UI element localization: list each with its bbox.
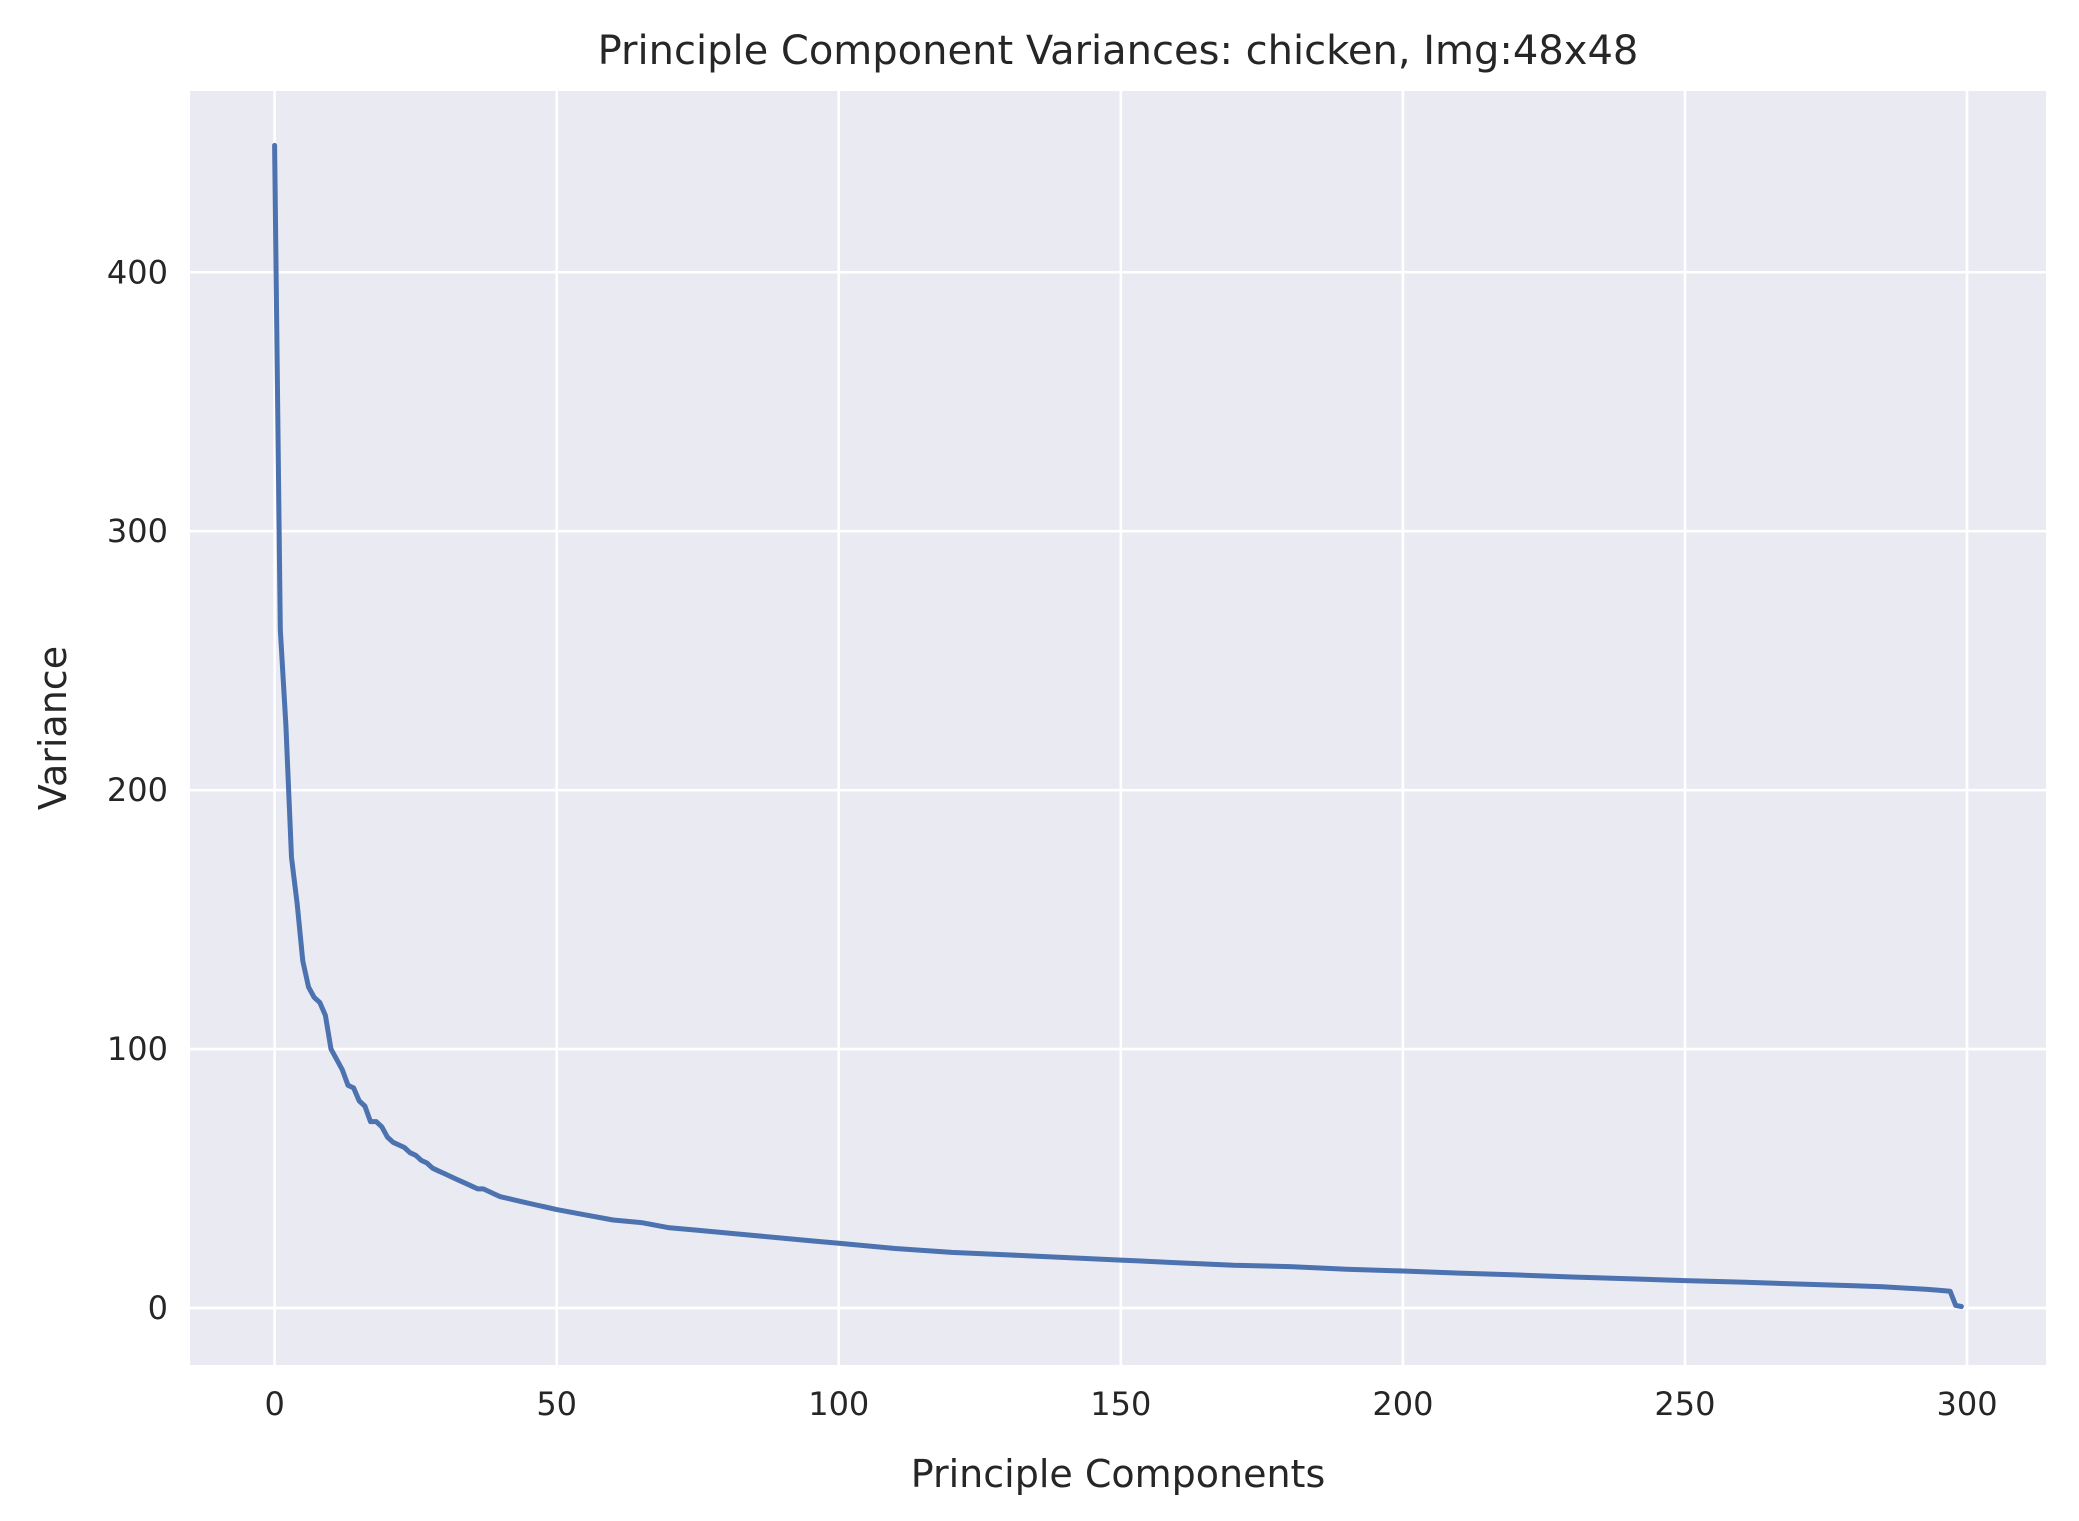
plot-area (190, 91, 2046, 1365)
x-tick-label: 50 (536, 1385, 577, 1423)
y-tick-label: 400 (107, 253, 168, 291)
x-tick-label: 300 (1936, 1385, 1997, 1423)
chart-title: Principle Component Variances: chicken, … (598, 28, 1639, 74)
x-tick-label: 100 (808, 1385, 869, 1423)
y-axis-label: Variance (31, 646, 75, 810)
y-tick-label: 200 (107, 771, 168, 809)
x-tick-label: 200 (1372, 1385, 1433, 1423)
x-tick-label: 250 (1654, 1385, 1715, 1423)
x-tick-label: 150 (1090, 1385, 1151, 1423)
x-axis-label: Principle Components (911, 1452, 1326, 1496)
x-ticks: 0 50 100 150 200 250 300 (264, 1385, 1997, 1423)
variance-line (272, 142, 1964, 1309)
x-tick-label: 0 (264, 1385, 284, 1423)
y-ticks: 0 100 200 300 400 (107, 253, 168, 1327)
y-tick-label: 100 (107, 1030, 168, 1068)
y-tick-label: 300 (107, 512, 168, 550)
gridlines (190, 91, 2046, 1365)
y-tick-label: 0 (148, 1289, 168, 1327)
series-group (272, 142, 1964, 1309)
